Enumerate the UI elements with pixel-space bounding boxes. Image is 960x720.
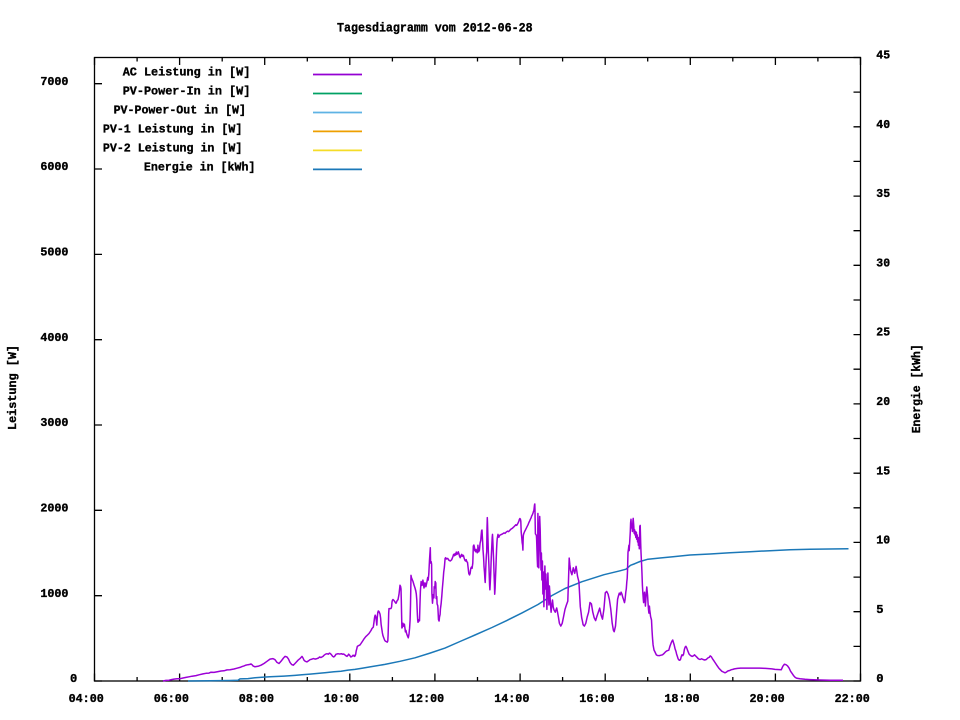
svg-text:35: 35 xyxy=(876,187,890,201)
svg-text:PV-1 Leistung in [W]: PV-1 Leistung in [W] xyxy=(103,122,242,136)
svg-text:Energie [kWh]: Energie [kWh] xyxy=(910,344,924,433)
svg-text:4000: 4000 xyxy=(40,331,68,345)
svg-text:06:00: 06:00 xyxy=(154,692,189,706)
svg-text:18:00: 18:00 xyxy=(664,692,699,706)
svg-text:0: 0 xyxy=(70,672,77,686)
svg-text:5: 5 xyxy=(876,603,883,617)
svg-text:10: 10 xyxy=(876,534,890,548)
svg-text:14:00: 14:00 xyxy=(494,692,529,706)
svg-text:Tagesdiagramm vom 2012-06-28: Tagesdiagramm vom 2012-06-28 xyxy=(337,20,533,35)
svg-text:AC Leistung in [W]: AC Leistung in [W] xyxy=(123,65,251,79)
svg-text:Energie in [kWh]: Energie in [kWh] xyxy=(144,160,256,174)
svg-text:1000: 1000 xyxy=(40,587,68,601)
svg-text:0: 0 xyxy=(876,672,883,686)
svg-text:PV-Power-Out in [W]: PV-Power-Out in [W] xyxy=(114,103,246,117)
svg-text:30: 30 xyxy=(876,256,890,270)
svg-text:PV-2 Leistung in [W]: PV-2 Leistung in [W] xyxy=(103,141,242,155)
svg-text:12:00: 12:00 xyxy=(409,692,444,706)
svg-text:6000: 6000 xyxy=(40,160,68,174)
svg-text:Leistung [W]: Leistung [W] xyxy=(6,345,20,430)
svg-text:2000: 2000 xyxy=(40,501,68,515)
svg-text:20:00: 20:00 xyxy=(750,692,785,706)
svg-text:45: 45 xyxy=(876,49,890,63)
svg-text:15: 15 xyxy=(876,464,890,478)
svg-text:5000: 5000 xyxy=(40,246,68,260)
svg-text:40: 40 xyxy=(876,118,890,132)
svg-text:22:00: 22:00 xyxy=(835,692,870,706)
svg-text:25: 25 xyxy=(876,326,890,340)
svg-text:04:00: 04:00 xyxy=(69,692,104,706)
svg-text:3000: 3000 xyxy=(40,416,68,430)
svg-text:7000: 7000 xyxy=(40,75,68,89)
svg-text:PV-Power-In in [W]: PV-Power-In in [W] xyxy=(123,84,251,98)
svg-text:20: 20 xyxy=(876,395,890,409)
svg-text:08:00: 08:00 xyxy=(239,692,274,706)
svg-text:10:00: 10:00 xyxy=(324,692,359,706)
svg-text:16:00: 16:00 xyxy=(579,692,614,706)
